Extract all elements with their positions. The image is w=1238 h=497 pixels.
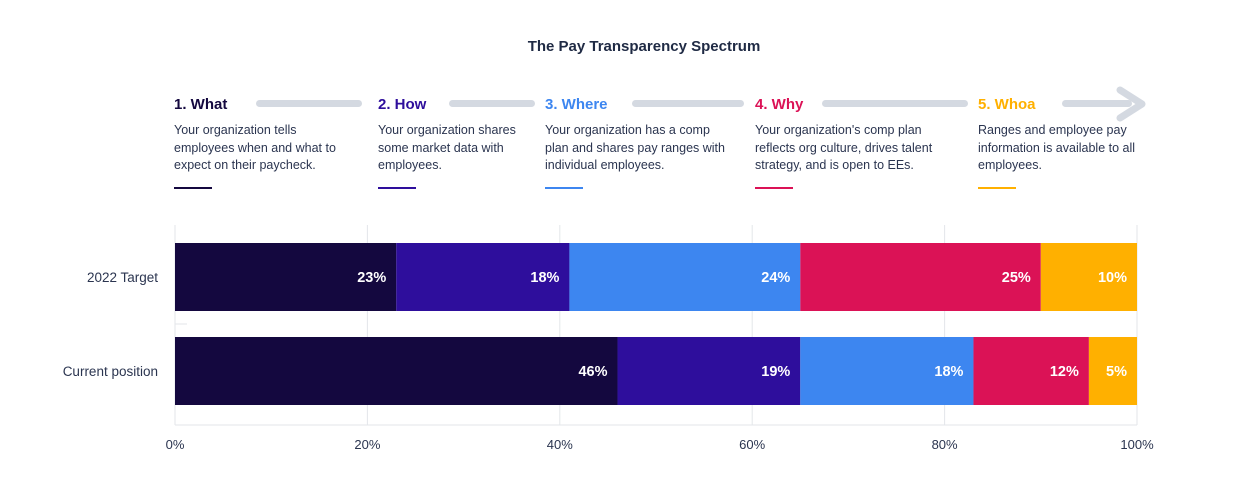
bar-segment: [800, 337, 974, 405]
bar-segment: [396, 243, 570, 311]
x-tick-label: 100%: [1120, 437, 1154, 452]
spectrum-connector: [449, 100, 535, 107]
stage-underline-what: [174, 187, 212, 189]
stage-label-what: 1. What: [174, 96, 228, 113]
stage-label-where: 3. Where: [545, 96, 608, 113]
bar-segment: [800, 243, 1041, 311]
bar-segment: [175, 337, 618, 405]
stage-label-how: 2. How: [378, 96, 427, 113]
stage-desc-how: Your organization shares some market dat…: [378, 123, 516, 172]
spectrum-connector: [256, 100, 362, 107]
x-tick-label: 0%: [166, 437, 185, 452]
x-tick-label: 20%: [354, 437, 380, 452]
bar-segment: [1088, 337, 1137, 405]
bar-segment: [175, 243, 397, 311]
bar-segment: [617, 337, 801, 405]
chart-title: The Pay Transparency Spectrum: [527, 38, 761, 55]
stage-desc-where: Your organization has a comp plan and sh…: [545, 123, 725, 172]
data-label: 46%: [578, 364, 607, 380]
data-label: 23%: [357, 270, 386, 286]
spectrum-connector: [632, 100, 744, 107]
data-label: 24%: [761, 270, 790, 286]
data-label: 19%: [761, 364, 790, 380]
arrow-right-icon: [1116, 86, 1146, 122]
x-tick-label: 40%: [547, 437, 573, 452]
stage-underline-why: [755, 187, 793, 189]
data-label: 10%: [1098, 270, 1127, 286]
data-label: 12%: [1050, 364, 1079, 380]
stage-desc-why: Your organization's comp plan reflects o…: [755, 123, 933, 172]
stage-label-whoa: 5. Whoa: [978, 96, 1036, 113]
data-label: 25%: [1002, 270, 1031, 286]
stage-desc-whoa: Ranges and employee pay information is a…: [978, 123, 1136, 172]
data-label: 5%: [1106, 364, 1127, 380]
stage-desc-what: Your organization tells employees when a…: [174, 123, 336, 172]
spectrum-connector: [822, 100, 968, 107]
bar-segment: [1040, 243, 1137, 311]
data-label: 18%: [934, 364, 963, 380]
category-label: 2022 Target: [87, 270, 158, 285]
data-label: 18%: [530, 270, 559, 286]
stage-underline-whoa: [978, 187, 1016, 189]
stage-underline-where: [545, 187, 583, 189]
category-label: Current position: [63, 364, 158, 379]
stage-label-why: 4. Why: [755, 96, 804, 113]
spectrum-connector: [1062, 100, 1132, 107]
x-tick-label: 60%: [739, 437, 765, 452]
x-tick-label: 80%: [932, 437, 958, 452]
bar-segment: [973, 337, 1089, 405]
stage-underline-how: [378, 187, 416, 189]
bar-segment: [569, 243, 801, 311]
